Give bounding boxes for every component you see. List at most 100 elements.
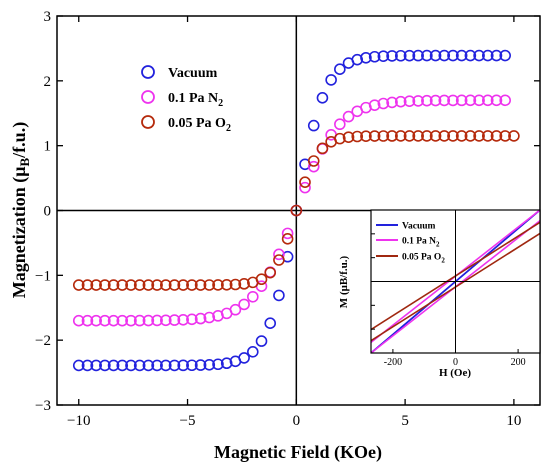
data-point bbox=[499, 49, 511, 62]
inset-x-axis-label: H (Oe) bbox=[439, 367, 471, 379]
data-point bbox=[334, 63, 346, 76]
data-point bbox=[316, 91, 329, 104]
data-point bbox=[351, 130, 364, 143]
data-point bbox=[264, 266, 277, 279]
data-point bbox=[438, 130, 451, 142]
legend-label: 0.05 Pa O2 bbox=[168, 116, 231, 134]
x-tick-label: −10 bbox=[67, 413, 90, 429]
data-point bbox=[177, 313, 189, 326]
main-series-group bbox=[72, 49, 520, 372]
data-point bbox=[307, 119, 320, 132]
x-tick-label: 10 bbox=[506, 413, 521, 429]
y-tick-label: 3 bbox=[44, 9, 52, 25]
x-tick-label: 5 bbox=[401, 413, 409, 429]
data-point bbox=[281, 227, 294, 240]
data-point bbox=[403, 130, 416, 142]
data-point bbox=[186, 313, 198, 326]
legend-marker bbox=[141, 115, 155, 129]
data-point bbox=[447, 94, 459, 107]
data-point bbox=[421, 130, 433, 142]
data-point bbox=[429, 130, 442, 142]
data-point bbox=[490, 94, 503, 107]
data-point bbox=[107, 314, 120, 327]
data-point bbox=[421, 49, 433, 62]
data-point bbox=[142, 314, 155, 327]
data-point bbox=[264, 317, 277, 330]
data-point bbox=[247, 345, 259, 358]
legend-marker bbox=[141, 90, 155, 104]
y-tick-label: 1 bbox=[44, 139, 52, 155]
data-point bbox=[186, 279, 198, 291]
data-point bbox=[473, 94, 485, 107]
data-point bbox=[151, 279, 163, 291]
data-point bbox=[177, 279, 189, 291]
data-point bbox=[168, 359, 181, 372]
data-point bbox=[212, 358, 224, 371]
data-point bbox=[81, 314, 94, 327]
data-point bbox=[90, 279, 102, 291]
data-point bbox=[473, 130, 485, 142]
data-point bbox=[307, 155, 320, 167]
y-tick-label: −2 bbox=[35, 333, 51, 349]
data-point bbox=[386, 130, 398, 142]
data-point bbox=[307, 160, 320, 173]
data-point bbox=[386, 96, 398, 109]
data-point bbox=[334, 118, 346, 131]
data-point bbox=[438, 49, 451, 62]
data-point bbox=[377, 130, 390, 142]
data-point bbox=[151, 314, 163, 327]
data-point bbox=[90, 359, 102, 372]
data-point bbox=[429, 94, 442, 107]
data-point bbox=[403, 49, 416, 62]
data-point bbox=[255, 273, 268, 286]
y-tick-label: −1 bbox=[35, 268, 51, 284]
data-point bbox=[238, 352, 250, 364]
data-point bbox=[429, 49, 442, 62]
data-point bbox=[455, 94, 468, 107]
data-point bbox=[229, 303, 242, 316]
data-point bbox=[238, 278, 250, 290]
data-point bbox=[447, 130, 459, 142]
data-point bbox=[342, 110, 355, 123]
data-point bbox=[72, 279, 85, 291]
data-point bbox=[464, 94, 477, 107]
data-point bbox=[133, 314, 146, 327]
legend-label: Vacuum bbox=[168, 66, 218, 81]
main-x-axis-label: Magnetic Field (KOe) bbox=[214, 442, 382, 463]
data-point bbox=[107, 279, 120, 291]
data-point bbox=[159, 279, 172, 291]
data-point bbox=[90, 314, 102, 327]
data-point bbox=[142, 279, 155, 291]
data-point bbox=[99, 359, 111, 372]
data-point bbox=[168, 279, 181, 291]
inset-x-tick-label: -200 bbox=[384, 357, 402, 368]
data-point bbox=[81, 359, 94, 372]
data-point bbox=[107, 359, 120, 372]
data-point bbox=[360, 51, 372, 64]
data-point bbox=[334, 132, 346, 145]
data-point bbox=[377, 97, 390, 110]
data-point bbox=[360, 130, 372, 142]
data-point bbox=[464, 130, 477, 142]
series-2 bbox=[72, 130, 520, 291]
inset-x-tick-label: 0 bbox=[453, 357, 458, 368]
data-point bbox=[99, 279, 111, 291]
data-point bbox=[368, 50, 381, 63]
data-point bbox=[116, 279, 129, 291]
data-point bbox=[125, 314, 137, 327]
inset-legend-label: 0.1 Pa N2 bbox=[402, 237, 440, 249]
data-point bbox=[464, 49, 477, 62]
main-y-axis-label: Magnetization (μB/f.u.) bbox=[9, 122, 32, 298]
data-point bbox=[116, 314, 129, 327]
data-point bbox=[125, 359, 137, 372]
y-tick-label: 0 bbox=[44, 204, 52, 220]
inset-chart: -200 0 200 Vacuum 0.1 Pa N2 0.05 Pa O2 H (Oe… bbox=[338, 209, 541, 379]
data-point bbox=[499, 130, 511, 142]
data-point bbox=[194, 279, 207, 291]
main-legend: Vacuum 0.1 Pa N2 0.05 Pa O2 bbox=[141, 65, 231, 134]
data-point bbox=[455, 130, 468, 142]
data-point bbox=[168, 314, 181, 326]
y-tick-label: −3 bbox=[35, 398, 51, 414]
x-tick-label: 0 bbox=[293, 413, 301, 429]
data-point bbox=[142, 359, 155, 372]
